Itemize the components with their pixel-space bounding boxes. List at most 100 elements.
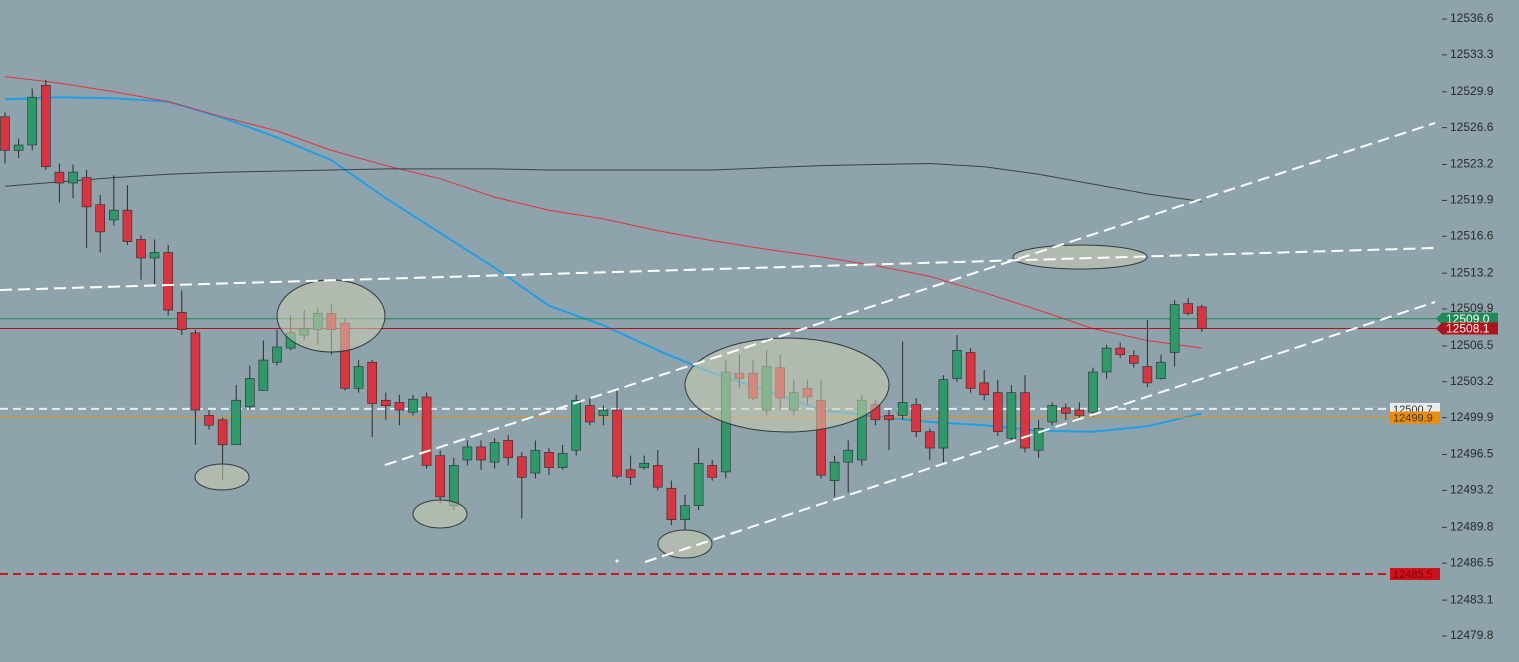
candle-body xyxy=(177,311,187,330)
candle-body xyxy=(557,453,568,468)
candle-body xyxy=(1088,371,1098,413)
ellipse xyxy=(194,463,250,491)
candle-body xyxy=(109,209,119,221)
ellipse xyxy=(1012,244,1148,270)
candle-body xyxy=(1033,428,1044,451)
y-tick-label: 12496.5 xyxy=(1450,447,1494,461)
y-tick-label: 12506.5 xyxy=(1450,338,1494,352)
candle-body xyxy=(1006,392,1017,439)
trendline xyxy=(0,247,1436,291)
candle-body xyxy=(258,359,269,391)
candle-body xyxy=(476,446,486,461)
candle-body xyxy=(1169,304,1180,353)
candle-body xyxy=(367,361,378,404)
candle-body xyxy=(136,239,146,259)
candle-body xyxy=(163,252,173,311)
y-tick-label: 12509.9 xyxy=(1450,301,1494,315)
candle-body xyxy=(965,352,976,389)
candle-body xyxy=(27,96,38,146)
candle-body xyxy=(13,144,24,151)
y-tick-label: 12493.2 xyxy=(1450,483,1494,497)
candle-body xyxy=(843,449,854,463)
y-tick-label: 12516.6 xyxy=(1450,228,1494,242)
price-tag xyxy=(1390,568,1440,581)
candle-body xyxy=(530,449,541,474)
candle-body xyxy=(544,452,554,468)
y-tick-label: 12489.8 xyxy=(1450,519,1494,533)
y-tick-label: 12483.1 xyxy=(1450,592,1494,606)
candle-body xyxy=(149,252,160,259)
candle-body xyxy=(952,349,962,379)
ellipse xyxy=(412,499,468,529)
candle-body xyxy=(245,378,255,408)
candle-body xyxy=(503,440,514,459)
candle-body xyxy=(1115,347,1125,355)
candle-body xyxy=(979,382,990,396)
y-tick-label: 12529.9 xyxy=(1450,84,1494,98)
candle-body xyxy=(598,409,609,416)
price-tag xyxy=(1390,411,1440,424)
candle-body xyxy=(897,402,908,416)
candle-body xyxy=(1183,303,1193,314)
y-tick-label: 12486.5 xyxy=(1450,555,1494,569)
candle-body xyxy=(1156,361,1166,379)
candle-body xyxy=(272,346,282,363)
dot xyxy=(615,559,619,563)
price-tag xyxy=(1436,312,1498,325)
candle-body xyxy=(707,465,718,478)
y-tick-label: 12533.3 xyxy=(1450,47,1494,61)
candle-body xyxy=(612,409,622,477)
y-tick-label: 12526.6 xyxy=(1450,120,1494,134)
trendlines xyxy=(0,122,1436,563)
price-tag xyxy=(1436,322,1498,335)
candle-body xyxy=(95,204,105,233)
y-tick-label: 12519.9 xyxy=(1450,193,1494,207)
candle-body xyxy=(693,462,704,506)
candle-body xyxy=(0,116,10,151)
candle-body xyxy=(571,399,582,451)
candle-body xyxy=(380,399,391,406)
candle-body xyxy=(1020,392,1030,449)
annotations xyxy=(194,244,1148,559)
candle-body xyxy=(190,332,201,411)
candle-body xyxy=(652,465,663,488)
y-tick-label: 12479.8 xyxy=(1450,628,1494,642)
candle-body xyxy=(639,462,650,468)
candle-body xyxy=(353,366,364,389)
y-tick-label: 12499.9 xyxy=(1450,410,1494,424)
price-tag-label: 12499.9 xyxy=(1393,413,1433,425)
candle-body xyxy=(911,404,922,433)
candle-body xyxy=(68,171,78,184)
candle-body xyxy=(1061,407,1071,414)
candle-body xyxy=(924,431,935,449)
candle-body xyxy=(421,396,432,466)
price-tag-label: 12485.5 xyxy=(1393,569,1433,581)
candle-body xyxy=(1197,306,1207,329)
candle-body xyxy=(448,465,459,506)
ellipse xyxy=(684,337,890,433)
candle-body xyxy=(408,398,418,413)
trendline xyxy=(644,301,1436,563)
candle-body xyxy=(625,469,636,478)
candle-body xyxy=(40,84,51,168)
price-tag-label: 12509.0 xyxy=(1446,312,1490,326)
candle-body xyxy=(1047,405,1057,423)
candle-body xyxy=(231,399,241,446)
candle-body xyxy=(81,177,92,208)
moving-average xyxy=(4,76,1202,349)
candle-body xyxy=(666,487,677,521)
candle-body xyxy=(217,419,228,446)
candle-body xyxy=(992,392,1003,433)
candle-body xyxy=(489,442,500,463)
candle-body xyxy=(1129,355,1139,364)
candle-body xyxy=(829,461,840,481)
trendline xyxy=(384,122,1436,466)
y-tick-label: 12503.2 xyxy=(1450,374,1494,388)
candle-body xyxy=(1142,366,1153,384)
candle-body xyxy=(435,455,446,498)
moving-average xyxy=(4,162,1202,202)
candle-body xyxy=(204,415,214,426)
